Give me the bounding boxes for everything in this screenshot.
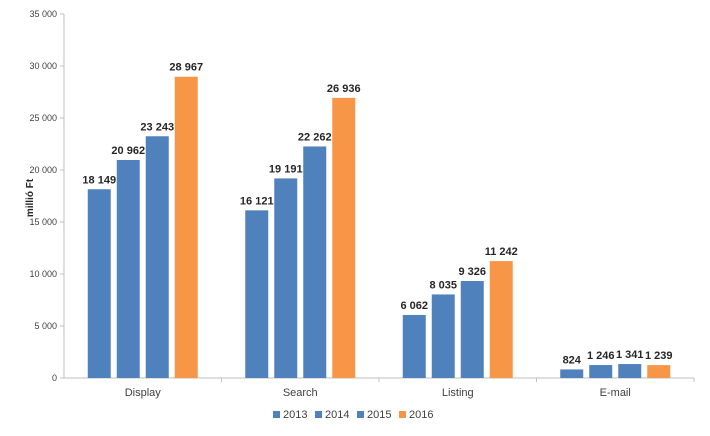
legend-label: 2013 — [283, 409, 307, 421]
bar — [245, 210, 269, 378]
y-tick-label: 0 — [52, 373, 57, 383]
y-tick-label: 15 000 — [29, 217, 57, 227]
bar — [618, 364, 642, 378]
legend-label: 2015 — [367, 409, 391, 421]
y-tick-label: 25 000 — [29, 113, 57, 123]
legend-label: 2014 — [325, 409, 349, 421]
y-tick-label: 5 000 — [34, 321, 57, 331]
legend-label: 2016 — [409, 409, 433, 421]
bar — [589, 365, 613, 378]
x-tick-label: Display — [125, 387, 162, 399]
x-tick-label: Listing — [442, 387, 474, 399]
x-tick-label: Search — [283, 387, 318, 399]
data-label: 824 — [563, 354, 582, 366]
data-label: 22 262 — [298, 131, 332, 143]
y-tick-label: 30 000 — [29, 61, 57, 71]
data-label: 20 962 — [111, 145, 145, 157]
data-label: 1 341 — [616, 349, 644, 361]
bar — [460, 281, 484, 378]
bar — [332, 97, 356, 378]
legend-swatch — [273, 411, 280, 418]
bar — [560, 369, 584, 378]
y-axis-label: millió Ft — [25, 178, 36, 217]
bar — [431, 294, 455, 378]
data-label: 9 326 — [458, 266, 486, 278]
data-label: 18 149 — [82, 174, 116, 186]
y-tick-label: 20 000 — [29, 165, 57, 175]
bar — [647, 365, 671, 378]
data-label: 11 242 — [485, 246, 518, 258]
bar — [87, 189, 111, 378]
data-label: 16 121 — [240, 195, 274, 207]
data-label: 28 967 — [169, 62, 203, 74]
legend-swatch — [399, 411, 406, 418]
data-label: 26 936 — [327, 83, 361, 95]
bar — [303, 146, 327, 378]
bar — [174, 76, 198, 379]
bar — [489, 261, 513, 378]
data-label: 6 062 — [400, 300, 428, 312]
bar — [145, 136, 169, 378]
bar — [402, 314, 426, 378]
data-label: 19 191 — [269, 163, 303, 175]
y-tick-label: 10 000 — [29, 269, 57, 279]
data-label: 1 239 — [645, 350, 673, 362]
data-label: 1 246 — [587, 350, 615, 362]
data-label: 8 035 — [429, 279, 457, 291]
legend-swatch — [357, 411, 364, 418]
legend-swatch — [315, 411, 322, 418]
y-tick-label: 35 000 — [29, 9, 57, 19]
x-tick-label: E-mail — [600, 387, 631, 399]
data-label: 23 243 — [140, 121, 174, 133]
bar — [274, 178, 298, 378]
bar — [116, 159, 140, 378]
